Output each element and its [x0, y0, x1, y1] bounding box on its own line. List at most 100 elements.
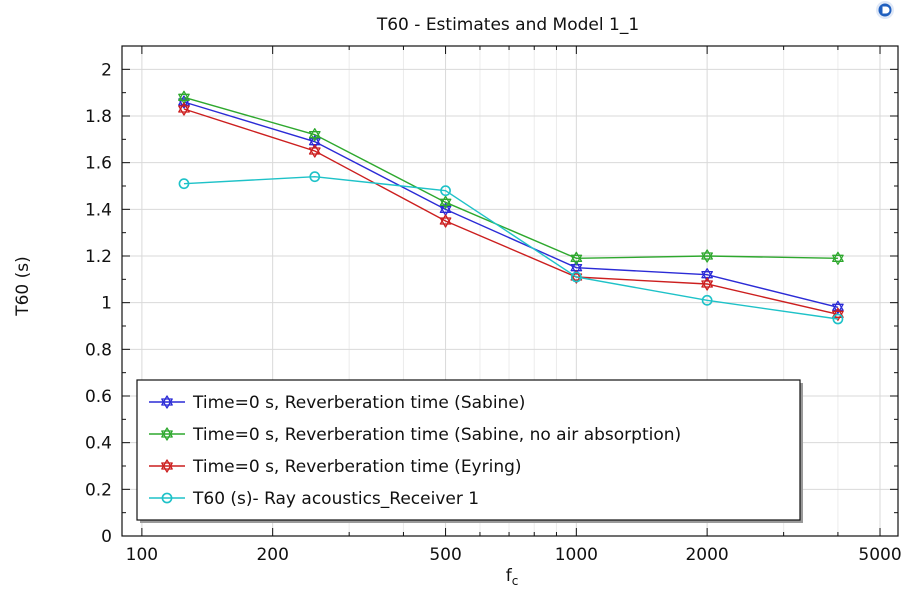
legend-label: Time=0 s, Reverberation time (Eyring): [192, 457, 522, 477]
series-2: [178, 90, 844, 265]
series-line: [183, 175, 839, 320]
legend-box: [136, 379, 801, 521]
legend: Time=0 s, Reverberation time (Sabine) Tim…: [136, 379, 803, 523]
star-marker-part: [178, 93, 190, 104]
series-layer: [178, 90, 844, 325]
x-axis-label-main: f: [506, 566, 513, 586]
star-marker-part: [161, 395, 173, 406]
y-axis-label: T60 (s): [13, 256, 33, 317]
star-marker-part: [178, 98, 190, 109]
x-tick-label: 200: [256, 545, 288, 565]
star-marker-part: [701, 252, 713, 263]
star-marker-part: [701, 271, 713, 282]
y-tick-label: 2: [101, 60, 112, 80]
legend-item: Time=0 s, Reverberation time (Sabine, no…: [149, 425, 681, 445]
y-tick-label: 1: [101, 294, 112, 314]
star-marker-part: [308, 131, 321, 142]
star-marker-part: [439, 205, 452, 216]
series-line: [183, 96, 838, 260]
legend-item: T60 (s)- Ray acoustics_Receiver 1: [149, 489, 479, 509]
star-marker-part: [439, 217, 452, 228]
y-tick-label: 1.8: [85, 107, 112, 127]
chart-title: T60 - Estimates and Model 1_1: [376, 15, 639, 35]
star-marker-part: [701, 280, 713, 291]
legend-marker: [161, 395, 173, 409]
data-point: [701, 277, 713, 291]
series-line: [183, 101, 839, 309]
legend-label: Time=0 s, Reverberation time (Sabine): [192, 393, 525, 413]
x-tick-label: 5000: [858, 545, 901, 565]
x-tick-label: 500: [429, 545, 461, 565]
legend-marker: [161, 459, 173, 473]
legend-item: Time=0 s, Reverberation time (Sabine): [149, 393, 525, 413]
data-point: [308, 128, 321, 142]
data-point: [440, 185, 451, 197]
data-point: [832, 313, 844, 325]
x-axis-label: fc: [506, 566, 519, 588]
star-marker-part: [570, 254, 583, 265]
x-tick-label: 2000: [685, 545, 728, 565]
star-marker-part: [178, 90, 190, 101]
x-tick-label: 1000: [555, 545, 598, 565]
star-marker-part: [439, 202, 452, 213]
y-tick-label: 1.6: [85, 154, 112, 174]
series-3: [178, 102, 844, 321]
data-point: [439, 195, 452, 209]
star-marker-part: [832, 307, 844, 318]
plot-area: [121, 45, 899, 537]
star-marker-part: [308, 144, 321, 155]
star-marker-part: [832, 303, 844, 314]
y-tick-label: 1.4: [85, 200, 112, 220]
star-marker-part: [308, 147, 321, 158]
star-marker-part: [161, 398, 173, 409]
legend-marker: [161, 492, 173, 504]
star-marker-part: [701, 249, 713, 260]
star-marker-part: [178, 105, 190, 116]
legend-label: Time=0 s, Reverberation time (Sabine, no…: [192, 425, 681, 445]
y-tick-label: 0.6: [85, 387, 112, 407]
data-point: [832, 251, 844, 265]
y-tick-label: 1.2: [85, 247, 112, 267]
data-point: [701, 249, 713, 263]
legend-item: Time=0 s, Reverberation time (Eyring): [149, 457, 522, 477]
data-point: [309, 171, 321, 183]
star-marker-part: [308, 138, 321, 149]
star-marker-part: [308, 128, 321, 139]
star-marker-part: [832, 300, 844, 311]
data-point: [570, 271, 582, 283]
star-marker-part: [701, 277, 713, 288]
data-point: [439, 202, 452, 216]
y-tick-label: 0: [101, 527, 112, 547]
star-marker-part: [439, 195, 452, 206]
x-tick-label: 100: [126, 545, 158, 565]
star-marker-part: [570, 251, 583, 262]
data-point: [178, 102, 190, 116]
data-point: [570, 251, 583, 265]
axes: 0 0.2 0.4 0.6 0.8 1 1.2 1.4 1.6 1.8 2 100 200 500 1000…: [85, 45, 902, 565]
star-marker-part: [178, 102, 190, 113]
y-tick-label: 0.4: [85, 434, 112, 454]
data-point: [178, 178, 190, 190]
star-marker-part: [161, 462, 173, 473]
y-tick-label: 0.8: [85, 340, 112, 360]
star-marker-part: [161, 430, 173, 441]
star-marker-part: [570, 273, 583, 284]
star-marker-part: [439, 198, 452, 209]
star-marker-part: [832, 251, 844, 262]
x-axis-label-sub: c: [512, 574, 519, 588]
series-line: [183, 108, 839, 316]
data-point: [178, 90, 190, 104]
y-tick-label: 0.2: [85, 480, 112, 500]
legend-label: T60 (s)- Ray acoustics_Receiver 1: [192, 489, 479, 509]
star-marker-part: [439, 214, 452, 225]
data-point: [308, 144, 321, 158]
comsol-logo-icon: [876, 1, 894, 19]
star-marker-part: [161, 459, 173, 470]
data-point: [439, 214, 452, 228]
series-4: [178, 171, 844, 325]
star-marker-part: [161, 427, 173, 438]
data-point: [832, 300, 844, 314]
data-point: [701, 294, 713, 306]
legend-marker: [161, 427, 173, 441]
